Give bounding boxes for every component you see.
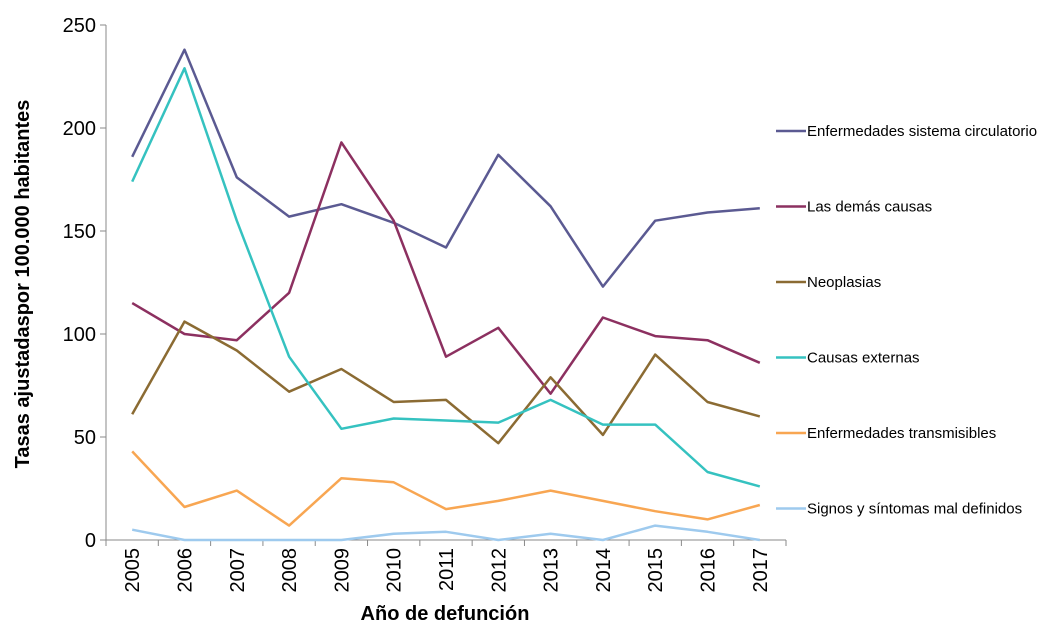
x-tick-label: 2013 bbox=[541, 548, 563, 593]
y-tick-label: 150 bbox=[63, 221, 96, 243]
series-layer bbox=[131, 48, 761, 542]
y-tick-label: 0 bbox=[85, 530, 96, 552]
legend-label: Signos y síntomas mal definidos bbox=[807, 501, 1022, 518]
x-tick-label: 2006 bbox=[174, 548, 196, 593]
legend-label: Enfermedades transmisibles bbox=[807, 425, 996, 442]
series-line bbox=[131, 48, 760, 288]
y-axis-title: Tasas ajustadaspor 100.000 habitantes bbox=[12, 100, 34, 469]
legend-label: Causas externas bbox=[807, 350, 920, 367]
legend-label: Neoplasias bbox=[807, 274, 881, 291]
legend-label: Enfermedades sistema circulatorio bbox=[807, 123, 1037, 140]
legend: Enfermedades sistema circulatorio Las dem… bbox=[776, 123, 1037, 518]
series-line bbox=[131, 320, 761, 445]
series-line bbox=[131, 67, 761, 488]
y-tick-label: 100 bbox=[63, 324, 96, 346]
x-tick-label: 2008 bbox=[279, 548, 301, 593]
x-tick-label: 2015 bbox=[645, 548, 667, 593]
x-axis-title: Año de defunción bbox=[361, 603, 530, 625]
axes: 0 50 100 150 200 250 2005 2006 2007 2008 2009 2010 2… bbox=[63, 15, 787, 593]
x-tick-label: 2011 bbox=[436, 548, 458, 591]
series-line bbox=[131, 141, 761, 395]
x-tick-label: 2014 bbox=[593, 548, 615, 593]
y-tick-label: 250 bbox=[63, 15, 96, 37]
x-tick-label: 2017 bbox=[750, 548, 772, 593]
series-line bbox=[131, 524, 760, 542]
x-tick-label: 2010 bbox=[384, 548, 406, 593]
x-tick-label: 2016 bbox=[698, 548, 720, 593]
series-line bbox=[131, 450, 761, 527]
y-tick-label: 50 bbox=[74, 427, 96, 449]
legend-label: Las demás causas bbox=[807, 199, 932, 216]
x-tick-label: 2007 bbox=[227, 548, 249, 593]
y-tick-label: 200 bbox=[63, 118, 96, 140]
x-tick-label: 2005 bbox=[122, 548, 144, 593]
x-tick-label: 2012 bbox=[488, 548, 510, 593]
x-tick-label: 2009 bbox=[331, 548, 353, 593]
